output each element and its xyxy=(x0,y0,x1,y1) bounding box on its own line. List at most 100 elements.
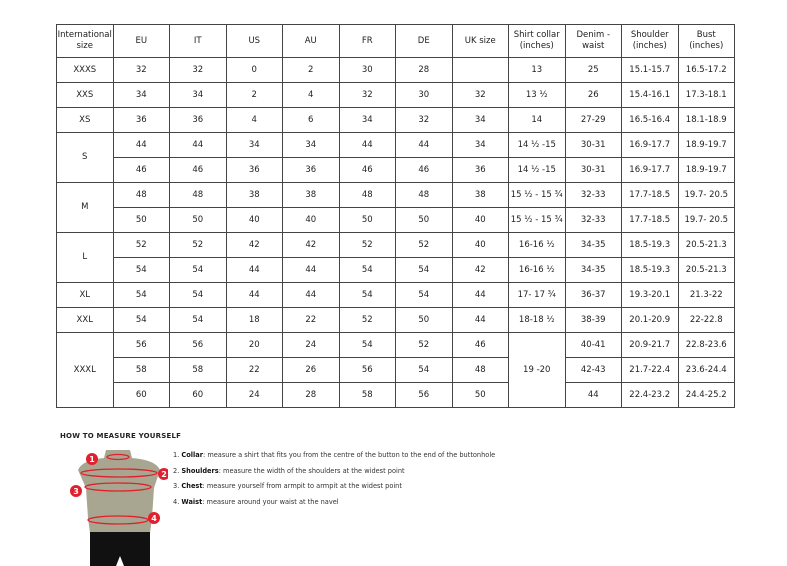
table-cell: 32 xyxy=(169,57,227,83)
table-cell: 32-33 xyxy=(564,207,622,233)
table-cell: 22.8-23.6 xyxy=(677,332,735,358)
table-cell: 18 xyxy=(225,307,283,333)
table-cell: 46 xyxy=(338,157,396,183)
marker-3: 3 xyxy=(73,487,79,496)
table-row: 50 50 40 40 50 50 40 15 ½ - 15 ¾ 32-33 17.7-18.5 1… xyxy=(57,207,735,233)
step-num: 2. xyxy=(173,466,180,475)
table-cell: 20.9-21.7 xyxy=(621,332,679,358)
table-cell: 17.7-18.5 xyxy=(621,182,679,208)
size-label: XXXL xyxy=(56,332,114,408)
table-cell: 48 xyxy=(338,182,396,208)
table-cell: 50 xyxy=(112,207,170,233)
column-header: DE xyxy=(395,24,453,58)
table-cell: 36-37 xyxy=(564,282,622,308)
table-cell: 44 xyxy=(338,132,396,158)
table-cell: 50 xyxy=(338,207,396,233)
table-cell: 2 xyxy=(225,82,283,108)
table-cell: 22-22.8 xyxy=(677,307,735,333)
table-cell: 34 xyxy=(451,107,509,133)
table-cell: 2 xyxy=(282,57,340,83)
column-header: Denim - waist xyxy=(564,24,622,58)
table-cell: 44 xyxy=(395,132,453,158)
table-cell: 32 xyxy=(395,107,453,133)
table-cell: 48 xyxy=(395,182,453,208)
header-row: International size EU IT US AU FR DE UK size Shi… xyxy=(56,24,735,58)
table-cell: 58 xyxy=(112,357,170,383)
table-cell: 16.5-17.2 xyxy=(677,57,735,83)
table-row: M 48 48 38 38 48 48 38 15 ½ - 15 ¾ 32-33 17.7-18.5… xyxy=(56,182,735,233)
table-cell: 44 xyxy=(225,282,283,308)
table-cell: 34 xyxy=(169,82,227,108)
step-text: : measure the width of the shoulders at … xyxy=(218,466,405,475)
table-cell: 54 xyxy=(169,282,227,308)
step-num: 1. xyxy=(173,451,180,459)
size-label: XXXS xyxy=(56,57,114,83)
table-cell: 34 xyxy=(112,82,170,108)
table-cell: 52 xyxy=(112,232,170,258)
table-cell: 52 xyxy=(338,232,396,258)
column-header: Bust (inches) xyxy=(677,24,735,58)
table-cell: 40 xyxy=(282,207,340,233)
table-cell: 34-35 xyxy=(564,257,622,283)
table-cell: 4 xyxy=(282,82,340,108)
table-row: S 44 44 34 34 44 44 34 14 ½ -15 30-31 16.9-17.7 18.… xyxy=(56,132,735,183)
table-cell: 14 ½ -15 xyxy=(508,132,566,158)
table-cell: 28 xyxy=(395,57,453,83)
table-cell: 44 xyxy=(225,257,283,283)
step-term: Shoulders xyxy=(181,466,219,475)
table-cell: 48 xyxy=(451,357,509,383)
step-num: 4. xyxy=(173,497,180,506)
table-cell: 18.5-19.3 xyxy=(621,232,679,258)
table-cell: 52 xyxy=(395,332,453,358)
table-cell: 24 xyxy=(225,382,283,408)
measure-steps: 1. Collar: measure a shirt that fits you… xyxy=(173,451,495,513)
table-cell: 58 xyxy=(169,357,227,383)
table-cell: 54 xyxy=(395,257,453,283)
table-row: XXL 54 54 18 22 52 50 44 18-18 ½ 38-39 20.1-20.9 22… xyxy=(56,307,735,333)
measure-step: 3. Chest: measure yourself from armpit t… xyxy=(173,482,495,498)
table-cell: 54 xyxy=(338,282,396,308)
table-row: XXXS 32 32 0 2 30 28 13 25 15.1-15.7 16.5-17.2 xyxy=(56,57,735,83)
table-cell: 17- 17 ¾ xyxy=(508,282,566,308)
column-header: UK size xyxy=(451,24,509,58)
table-cell: 30-31 xyxy=(564,157,622,183)
measure-step: 2. Shoulders: measure the width of the s… xyxy=(173,467,495,483)
table-cell: 36 xyxy=(282,157,340,183)
measure-lines xyxy=(80,453,158,525)
table-cell: 18.9-19.7 xyxy=(677,132,735,158)
table-cell: 54 xyxy=(112,282,170,308)
table-cell: 50 xyxy=(395,207,453,233)
table-cell: 38-39 xyxy=(564,307,622,333)
table-cell: 16-16 ½ xyxy=(508,257,566,283)
size-label: XS xyxy=(56,107,114,133)
table-cell: 56 xyxy=(112,332,170,358)
table-cell: 44 xyxy=(451,282,509,308)
table-cell: 52 xyxy=(338,307,396,333)
table-cell: 34 xyxy=(451,132,509,158)
table-row: 58 58 22 26 56 54 48 42-43 21.7-22.4 23.6-24.4 xyxy=(57,357,735,383)
column-header: FR xyxy=(338,24,396,58)
table-cell: 36 xyxy=(451,157,509,183)
table-cell: 0 xyxy=(225,57,283,83)
table-cell: 13 xyxy=(508,57,566,83)
measure-title: HOW TO MEASURE YOURSELF xyxy=(60,432,182,440)
marker-2: 2 xyxy=(161,470,167,479)
shorts xyxy=(90,532,150,566)
table-cell: 32 xyxy=(451,82,509,108)
table-cell: 19.7- 20.5 xyxy=(677,207,735,233)
table-cell: 24 xyxy=(282,332,340,358)
table-cell: 15.1-15.7 xyxy=(621,57,679,83)
table-cell: 17.7-18.5 xyxy=(621,207,679,233)
column-header: International size xyxy=(56,24,114,58)
table-cell: 20.1-20.9 xyxy=(621,307,679,333)
table-cell: 46 xyxy=(169,157,227,183)
table-cell: 56 xyxy=(395,382,453,408)
step-text: : measure a shirt that fits you from the… xyxy=(203,451,496,459)
table-cell: 32 xyxy=(338,82,396,108)
table-cell: 13 ½ xyxy=(508,82,566,108)
step-term: Collar xyxy=(181,451,203,459)
table-cell: 6 xyxy=(282,107,340,133)
step-term: Chest xyxy=(181,482,203,490)
column-header: Shirt collar (inches) xyxy=(508,24,566,58)
step-term: Waist xyxy=(181,497,203,506)
